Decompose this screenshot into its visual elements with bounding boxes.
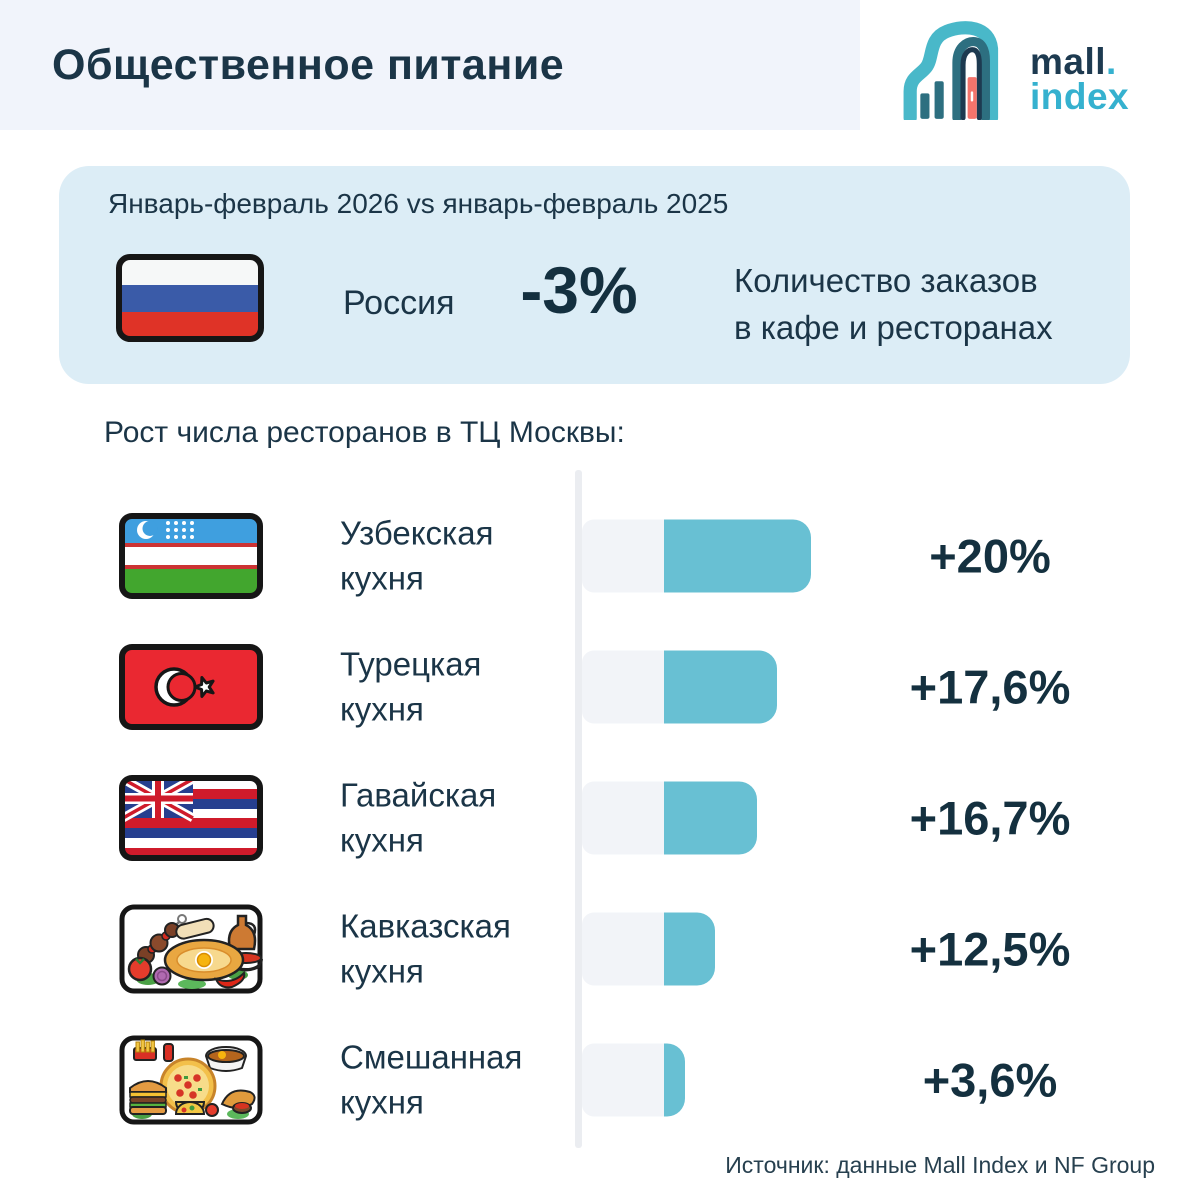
orders-change-value: -3% (520, 253, 638, 327)
turkey-flag-icon (118, 641, 264, 733)
bar-track (582, 650, 664, 723)
logo-word-index: index (1030, 75, 1130, 117)
bar (582, 650, 777, 723)
value-label: +12,5% (909, 922, 1071, 975)
period-label: Январь-февраль 2026 vs январь-февраль 20… (108, 188, 729, 219)
chart-row-mixed: Смешанная кухня +3,6% (0, 1014, 1189, 1145)
bar (582, 1043, 685, 1116)
uzbekistan-flag-icon (118, 510, 264, 602)
russia-flag-icon (116, 254, 264, 347)
bar (582, 912, 715, 985)
chart-title: Рост числа ресторанов в ТЦ Москвы: (104, 416, 625, 449)
chart-row-caucasian: Кавказская кухня +12,5% (0, 883, 1189, 1014)
value-label: +20% (929, 529, 1051, 582)
bar (582, 781, 757, 854)
category-label: Узбекская кухня (340, 513, 494, 597)
metric-label: Количество заказов в кафе и ресторанах (734, 258, 1053, 352)
bar-track (582, 519, 664, 592)
chart-row-hawaiian: Гавайская кухня +16,7% (0, 752, 1189, 883)
mall-index-logo: mall. index (900, 16, 1129, 120)
bar-track (582, 1043, 664, 1116)
metric-line1: Количество заказов (734, 262, 1038, 299)
value-label: +3,6% (922, 1053, 1058, 1106)
mixed-cuisine-illustration-icon (118, 1034, 264, 1126)
hawaii-flag-icon (118, 772, 264, 864)
country-label: Россия (343, 284, 455, 322)
logo-text: mall. index (1030, 40, 1130, 120)
bar-track (582, 912, 664, 985)
summary-card: Январь-февраль 2026 vs январь-февраль 20… (59, 166, 1130, 384)
bar-fill (664, 519, 811, 592)
caucasian-cuisine-illustration-icon (118, 903, 264, 995)
logo-word-mall: mall (1030, 40, 1107, 82)
bar-track (582, 781, 664, 854)
category-label: Кавказская кухня (340, 906, 511, 990)
category-label: Смешанная кухня (340, 1037, 523, 1121)
bar-fill (664, 1043, 685, 1116)
bar-fill (664, 781, 757, 854)
bar-chart: Узбекская кухня +20% (0, 470, 1189, 1150)
bar-fill (664, 912, 715, 985)
metric-line2: в кафе и ресторанах (734, 308, 1053, 346)
page-title: Общественное питание (52, 40, 565, 89)
source-note: Источник: данные Mall Index и NF Group (725, 1152, 1155, 1178)
category-label: Турецкая кухня (340, 644, 482, 728)
mall-index-logo-icon (900, 16, 1022, 120)
header-band: Общественное питание (0, 0, 860, 130)
chart-axis-line (575, 470, 582, 1148)
category-label: Гавайская кухня (340, 775, 497, 859)
logo-dot: . (1106, 40, 1117, 82)
bar (582, 519, 811, 592)
bar-fill (664, 650, 777, 723)
value-label: +16,7% (909, 791, 1071, 844)
chart-row-turkish: Турецкая кухня +17,6% (0, 621, 1189, 752)
value-label: +17,6% (909, 660, 1071, 713)
chart-row-uzbek: Узбекская кухня +20% (0, 490, 1189, 621)
